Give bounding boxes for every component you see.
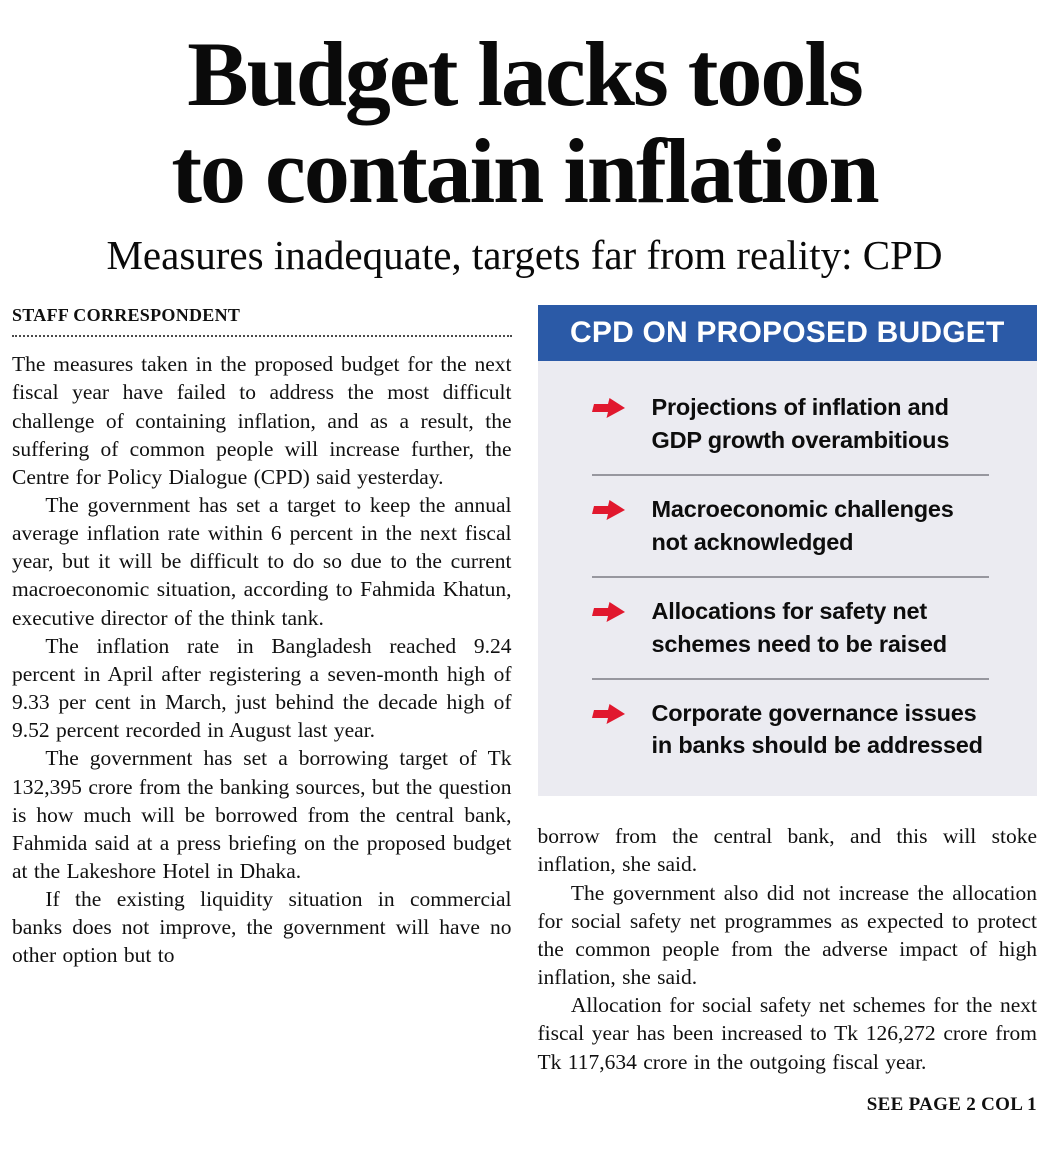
- infobox-title: CPD ON PROPOSED BUDGET: [537, 305, 1037, 362]
- infobox-item-text: Macroeconomic challenges not acknowledge…: [651, 495, 954, 555]
- headline: Budget lacks tools to contain inflation: [12, 26, 1037, 219]
- headline-line-2: to contain inflation: [171, 119, 879, 222]
- body-paragraph: The government has set a target to keep …: [12, 492, 512, 630]
- body-paragraph: If the existing liquidity situation in c…: [12, 887, 512, 968]
- infobox-divider: [591, 473, 989, 476]
- body-paragraph: borrow from the central bank, and this w…: [537, 824, 1038, 877]
- infobox-item: Projections of inflation and GDP growth …: [591, 391, 990, 457]
- infobox-divider: [591, 575, 989, 578]
- left-column: STAFF CORRESPONDENT The measures taken i…: [12, 305, 512, 1116]
- byline: STAFF CORRESPONDENT: [12, 305, 241, 326]
- body-paragraph: The government has set a borrowing targe…: [12, 746, 512, 883]
- body-paragraph: The inflation rate in Bangladesh reached…: [12, 633, 512, 743]
- infobox-item-text: Corporate governance issues in banks sho…: [651, 699, 984, 759]
- arrow-right-icon: [591, 697, 626, 726]
- headline-line-1: Budget lacks tools: [187, 23, 864, 125]
- infobox-body: Projections of inflation and GDP growth …: [537, 361, 1037, 797]
- arrow-right-icon: [591, 595, 626, 624]
- infobox-item: Corporate governance issues in banks sho…: [591, 697, 990, 763]
- infobox-item: Macroeconomic challenges not acknowledge…: [591, 493, 990, 559]
- body-paragraph: The measures taken in the proposed budge…: [12, 352, 512, 489]
- body-paragraph: Allocation for social safety net schemes…: [537, 993, 1038, 1074]
- infobox-item: Allocations for safety net schemes need …: [591, 595, 990, 661]
- body-paragraph: The government also did not increase the…: [537, 880, 1038, 990]
- subheadline: Measures inadequate, targets far from re…: [106, 232, 943, 279]
- headline-block: Budget lacks tools to contain inflation …: [12, 26, 1037, 279]
- infobox-item-text: Projections of inflation and GDP growth …: [651, 394, 950, 454]
- article-columns: STAFF CORRESPONDENT The measures taken i…: [12, 305, 1037, 1116]
- dotted-rule: [12, 335, 512, 338]
- arrow-right-icon: [591, 391, 626, 420]
- arrow-right-icon: [591, 493, 626, 522]
- infobox-divider: [591, 677, 989, 680]
- infobox-item-text: Allocations for safety net schemes need …: [651, 597, 948, 657]
- right-column: CPD ON PROPOSED BUDGET Projections of in…: [537, 305, 1038, 1116]
- infobox: CPD ON PROPOSED BUDGET Projections of in…: [537, 305, 1037, 797]
- continuation-note: SEE PAGE 2 COL 1: [866, 1093, 1037, 1115]
